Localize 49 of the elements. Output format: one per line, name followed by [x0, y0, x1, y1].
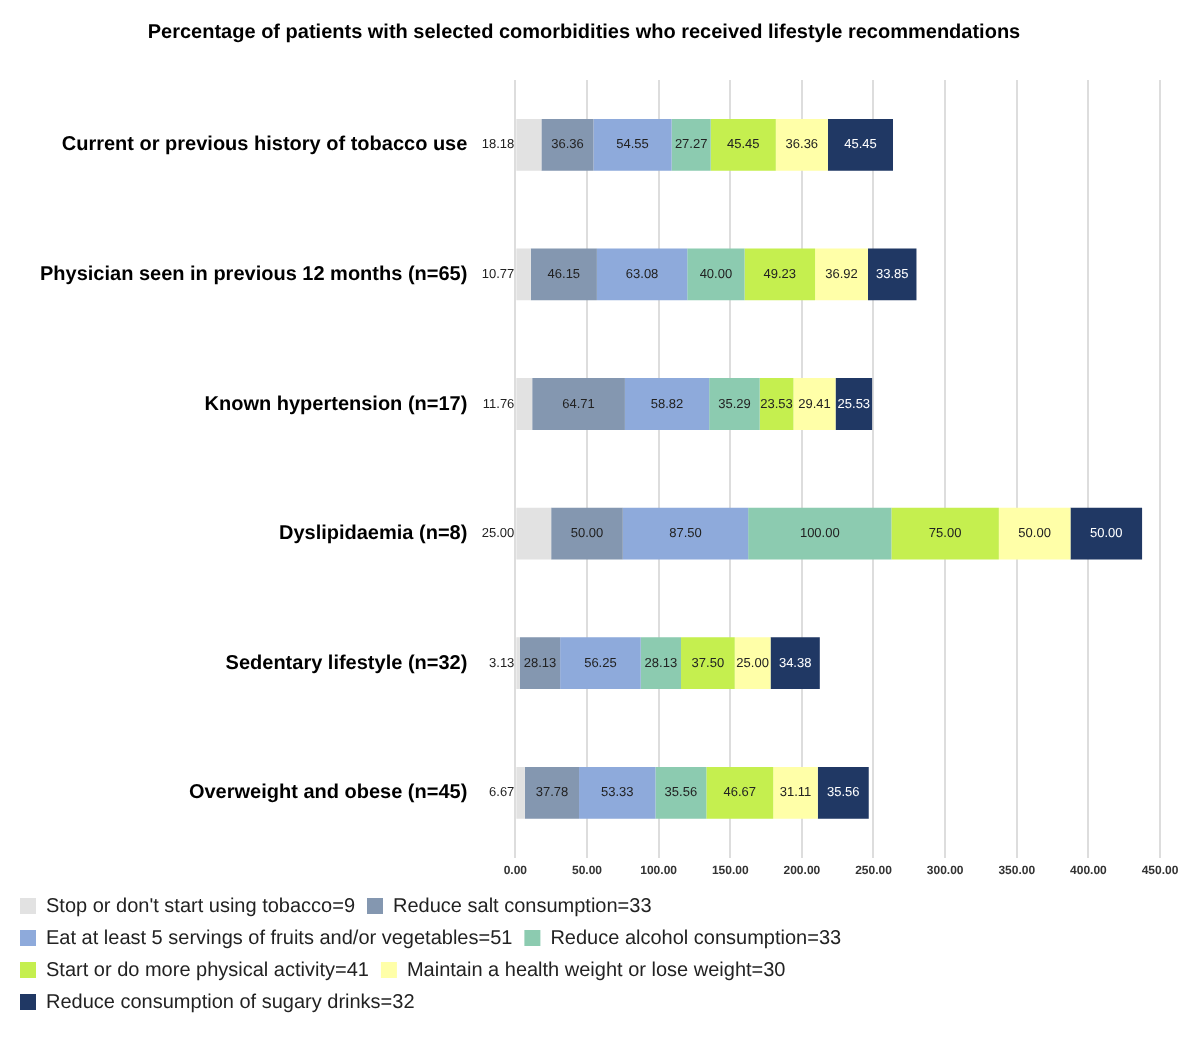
- y-tick-label: Current or previous history of tobacco use: [61, 134, 469, 157]
- bar: [815, 248, 868, 301]
- bar: [596, 248, 688, 301]
- bar: [532, 378, 625, 430]
- bar: [793, 378, 836, 430]
- bar: [560, 637, 641, 690]
- bar: [891, 507, 999, 560]
- bar: [640, 637, 682, 690]
- bar: [524, 766, 580, 819]
- legend-label: Reduce alcohol consumption=33: [550, 927, 843, 950]
- y-tick-label: Physician seen in previous 12 months (n=65): [39, 263, 468, 286]
- bar: [867, 248, 917, 301]
- bar: [744, 248, 816, 301]
- y-tick-label: Known hypertension (n=17): [204, 393, 468, 416]
- bar: [655, 766, 707, 819]
- bar: [671, 118, 711, 171]
- legend-label: Stop or don't start using tobacco=9: [46, 895, 356, 918]
- bar: [1070, 507, 1143, 560]
- bar: [530, 248, 597, 301]
- bar: [710, 118, 776, 171]
- legend-label: Maintain a health weight or lose weight=30: [406, 959, 787, 982]
- y-tick-label: Dyslipidaemia (n=8): [278, 523, 468, 546]
- bar: [541, 118, 594, 171]
- bar: [734, 637, 771, 690]
- bar: [681, 637, 735, 690]
- bar: [624, 378, 710, 430]
- bar: [770, 637, 820, 690]
- bar: [593, 118, 672, 171]
- bar: [817, 766, 869, 819]
- legend-label: Reduce salt consumption=33: [393, 895, 653, 918]
- bar: [519, 637, 561, 690]
- bar: [687, 248, 745, 301]
- bar: [827, 118, 894, 171]
- bar: [748, 507, 892, 560]
- bar: [835, 378, 873, 430]
- bar: [998, 507, 1071, 560]
- y-tick-label: Sedentary lifestyle (n=32): [225, 652, 468, 675]
- y-tick-label: Overweight and obese (n=45): [188, 782, 468, 805]
- legend-label: Reduce consumption of sugary drinks=32: [46, 991, 416, 1014]
- bar: [551, 507, 623, 560]
- chart-title: Percentage of patients with selected comorbidities who received lifestyle recommendations: [147, 21, 1022, 44]
- bar: [579, 766, 656, 819]
- bar: [706, 766, 774, 819]
- legend-label: Start or do more physical activity=41: [46, 959, 370, 982]
- bar: [622, 507, 749, 560]
- bar: [775, 118, 828, 171]
- bar: [773, 766, 818, 819]
- bar: [709, 378, 760, 430]
- legend-label: Eat at least 5 servings of fruits and/or vegetables=51: [46, 927, 514, 950]
